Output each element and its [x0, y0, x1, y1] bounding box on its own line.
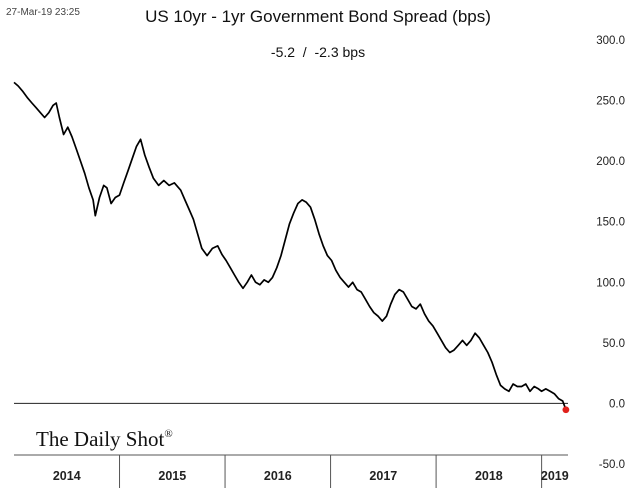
y-tick-label: 200.0: [596, 156, 625, 168]
brand-registered-mark: ®: [164, 428, 172, 440]
x-tick-label: 2014: [53, 469, 81, 483]
brand-name: The Daily Shot: [36, 427, 164, 451]
y-tick-label: -50.0: [599, 459, 625, 471]
x-axis: 2014 2015 2016 2017 2018 2019: [14, 454, 569, 488]
brand-logo: The Daily Shot®: [36, 427, 173, 451]
x-tick-label: 2017: [369, 469, 397, 483]
y-tick-label: 0.0: [609, 398, 625, 410]
series-line: [13, 81, 567, 410]
x-tick-label: 2018: [475, 469, 503, 483]
y-tick-label: 300.0: [596, 35, 625, 47]
chart-subtitle: -5.2 / -2.3 bps: [271, 44, 365, 60]
y-tick-label: 50.0: [603, 338, 625, 350]
chart-title: US 10yr - 1yr Government Bond Spread (bp…: [145, 7, 491, 26]
chart-timestamp: 27-Mar-19 23:25: [6, 7, 80, 18]
last-point-marker: [562, 406, 570, 414]
x-tick-label: 2016: [264, 469, 292, 483]
x-tick-label: 2019: [541, 469, 569, 483]
y-tick-label: 150.0: [596, 217, 625, 229]
plot-area: [13, 81, 570, 414]
y-tick-label: 250.0: [596, 96, 625, 108]
y-tick-label: 100.0: [596, 277, 625, 289]
y-axis: -50.0 0.0 50.0 100.0 150.0 200.0 250.0 300.0: [596, 35, 625, 471]
x-tick-label: 2015: [158, 469, 186, 483]
svg-text:The Daily Shot®: The Daily Shot®: [36, 427, 173, 451]
